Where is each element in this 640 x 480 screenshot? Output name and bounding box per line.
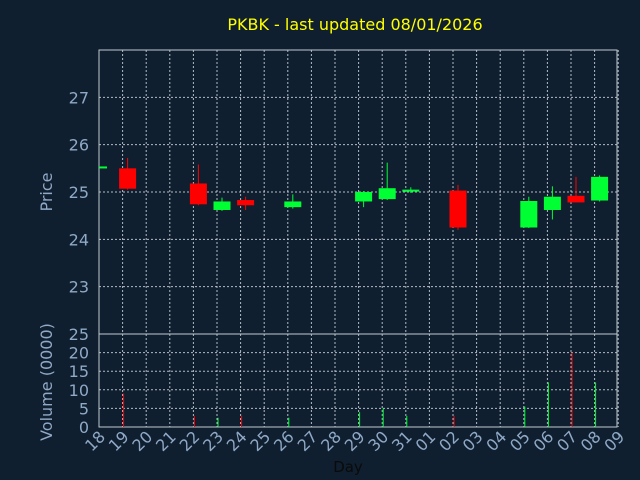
candle-body	[355, 192, 373, 202]
price-axis-label: Price	[37, 172, 56, 211]
candle-body	[520, 200, 538, 228]
candle-body	[213, 201, 231, 210]
candle-body	[449, 190, 467, 228]
volume-axis-label: Volume (0000)	[37, 323, 56, 441]
candle-body	[284, 201, 302, 208]
candle-body	[189, 183, 207, 205]
volume-tick-label: 20	[69, 344, 89, 363]
volume-panel-frame	[98, 333, 618, 428]
candle-body	[567, 195, 585, 203]
candle-body	[237, 200, 255, 206]
price-tick-label: 27	[69, 88, 89, 107]
x-axis-label: Day	[333, 458, 363, 476]
volume-tick-label: 10	[69, 381, 89, 400]
volume-tick-label: 5	[79, 399, 89, 418]
chart-title: PKBK - last updated 08/01/2026	[227, 15, 482, 34]
volume-tick-label: 15	[69, 362, 89, 381]
candle-body	[591, 176, 609, 201]
candle-body	[378, 188, 396, 200]
price-tick-label: 23	[69, 278, 89, 297]
plot-layer: 2324252627051015202518192021222324252627…	[69, 49, 628, 455]
volume-tick-label: 0	[79, 418, 89, 437]
x-tick-label: 09	[600, 427, 628, 455]
price-tick-label: 24	[69, 230, 89, 249]
candle-body	[543, 196, 561, 210]
volume-tick-label: 25	[69, 325, 89, 344]
price-tick-label: 25	[69, 183, 89, 202]
price-tick-label: 26	[69, 136, 89, 155]
candle-body	[119, 168, 137, 189]
candle-body	[402, 189, 420, 192]
candle-body	[99, 166, 107, 169]
